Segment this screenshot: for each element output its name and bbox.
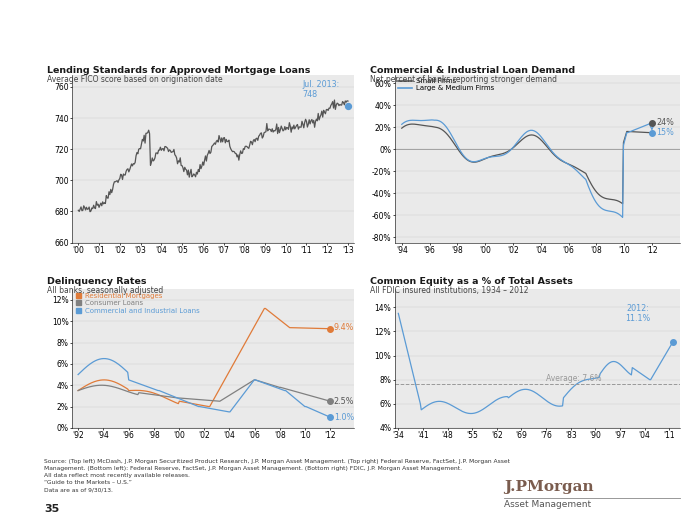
- Point: [646, 129, 657, 137]
- Text: 9.4%: 9.4%: [334, 323, 354, 332]
- Point: [325, 413, 336, 422]
- Text: Common Equity as a % of Total Assets: Common Equity as a % of Total Assets: [370, 277, 573, 286]
- Legend: Residential Mortgages, Consumer Loans, Commercial and Industrial Loans: Residential Mortgages, Consumer Loans, C…: [76, 293, 200, 313]
- Text: Net percent of banks reporting stronger demand: Net percent of banks reporting stronger …: [370, 75, 556, 83]
- Text: Lending Standards for Approved Mortgage Loans: Lending Standards for Approved Mortgage …: [47, 66, 310, 75]
- Point: [325, 324, 336, 333]
- Point: [342, 101, 354, 110]
- Text: Credit Conditions: Credit Conditions: [108, 30, 264, 49]
- Text: J.PMorgan: J.PMorgan: [504, 480, 594, 494]
- Legend: Small Firms, Large & Medium Firms: Small Firms, Large & Medium Firms: [398, 78, 494, 91]
- Text: Delinquency Rates: Delinquency Rates: [47, 277, 146, 286]
- Text: 2.5%: 2.5%: [334, 397, 354, 406]
- Text: 1.0%: 1.0%: [334, 413, 354, 422]
- Text: Fixed Income: Fixed Income: [12, 220, 22, 299]
- Text: 35: 35: [44, 504, 60, 514]
- Text: Jul. 2013:
748: Jul. 2013: 748: [302, 80, 340, 99]
- Text: MARKET: MARKET: [22, 33, 58, 42]
- Point: [667, 338, 678, 347]
- Text: 2012:
11.1%: 2012: 11.1%: [625, 303, 650, 323]
- Text: Source: (Top left) McDash, J.P. Morgan Securitized Product Research, J.P. Morgan: Source: (Top left) McDash, J.P. Morgan S…: [44, 459, 510, 492]
- Text: Average: 7.6%: Average: 7.6%: [546, 374, 601, 383]
- Text: All FDIC insured institutions, 1934 – 2012: All FDIC insured institutions, 1934 – 20…: [370, 286, 528, 295]
- Point: [646, 119, 657, 127]
- Text: Asset Management: Asset Management: [504, 500, 591, 509]
- Text: Commercial & Industrial Loan Demand: Commercial & Industrial Loan Demand: [370, 66, 575, 75]
- Text: 15%: 15%: [656, 128, 674, 137]
- Text: INSIGHTS: INSIGHTS: [20, 46, 61, 55]
- Text: 24%: 24%: [656, 118, 674, 128]
- Point: [325, 397, 336, 405]
- Text: All banks, seasonally adjusted: All banks, seasonally adjusted: [47, 286, 163, 295]
- Text: Average FICO score based on origination date: Average FICO score based on origination …: [47, 75, 223, 83]
